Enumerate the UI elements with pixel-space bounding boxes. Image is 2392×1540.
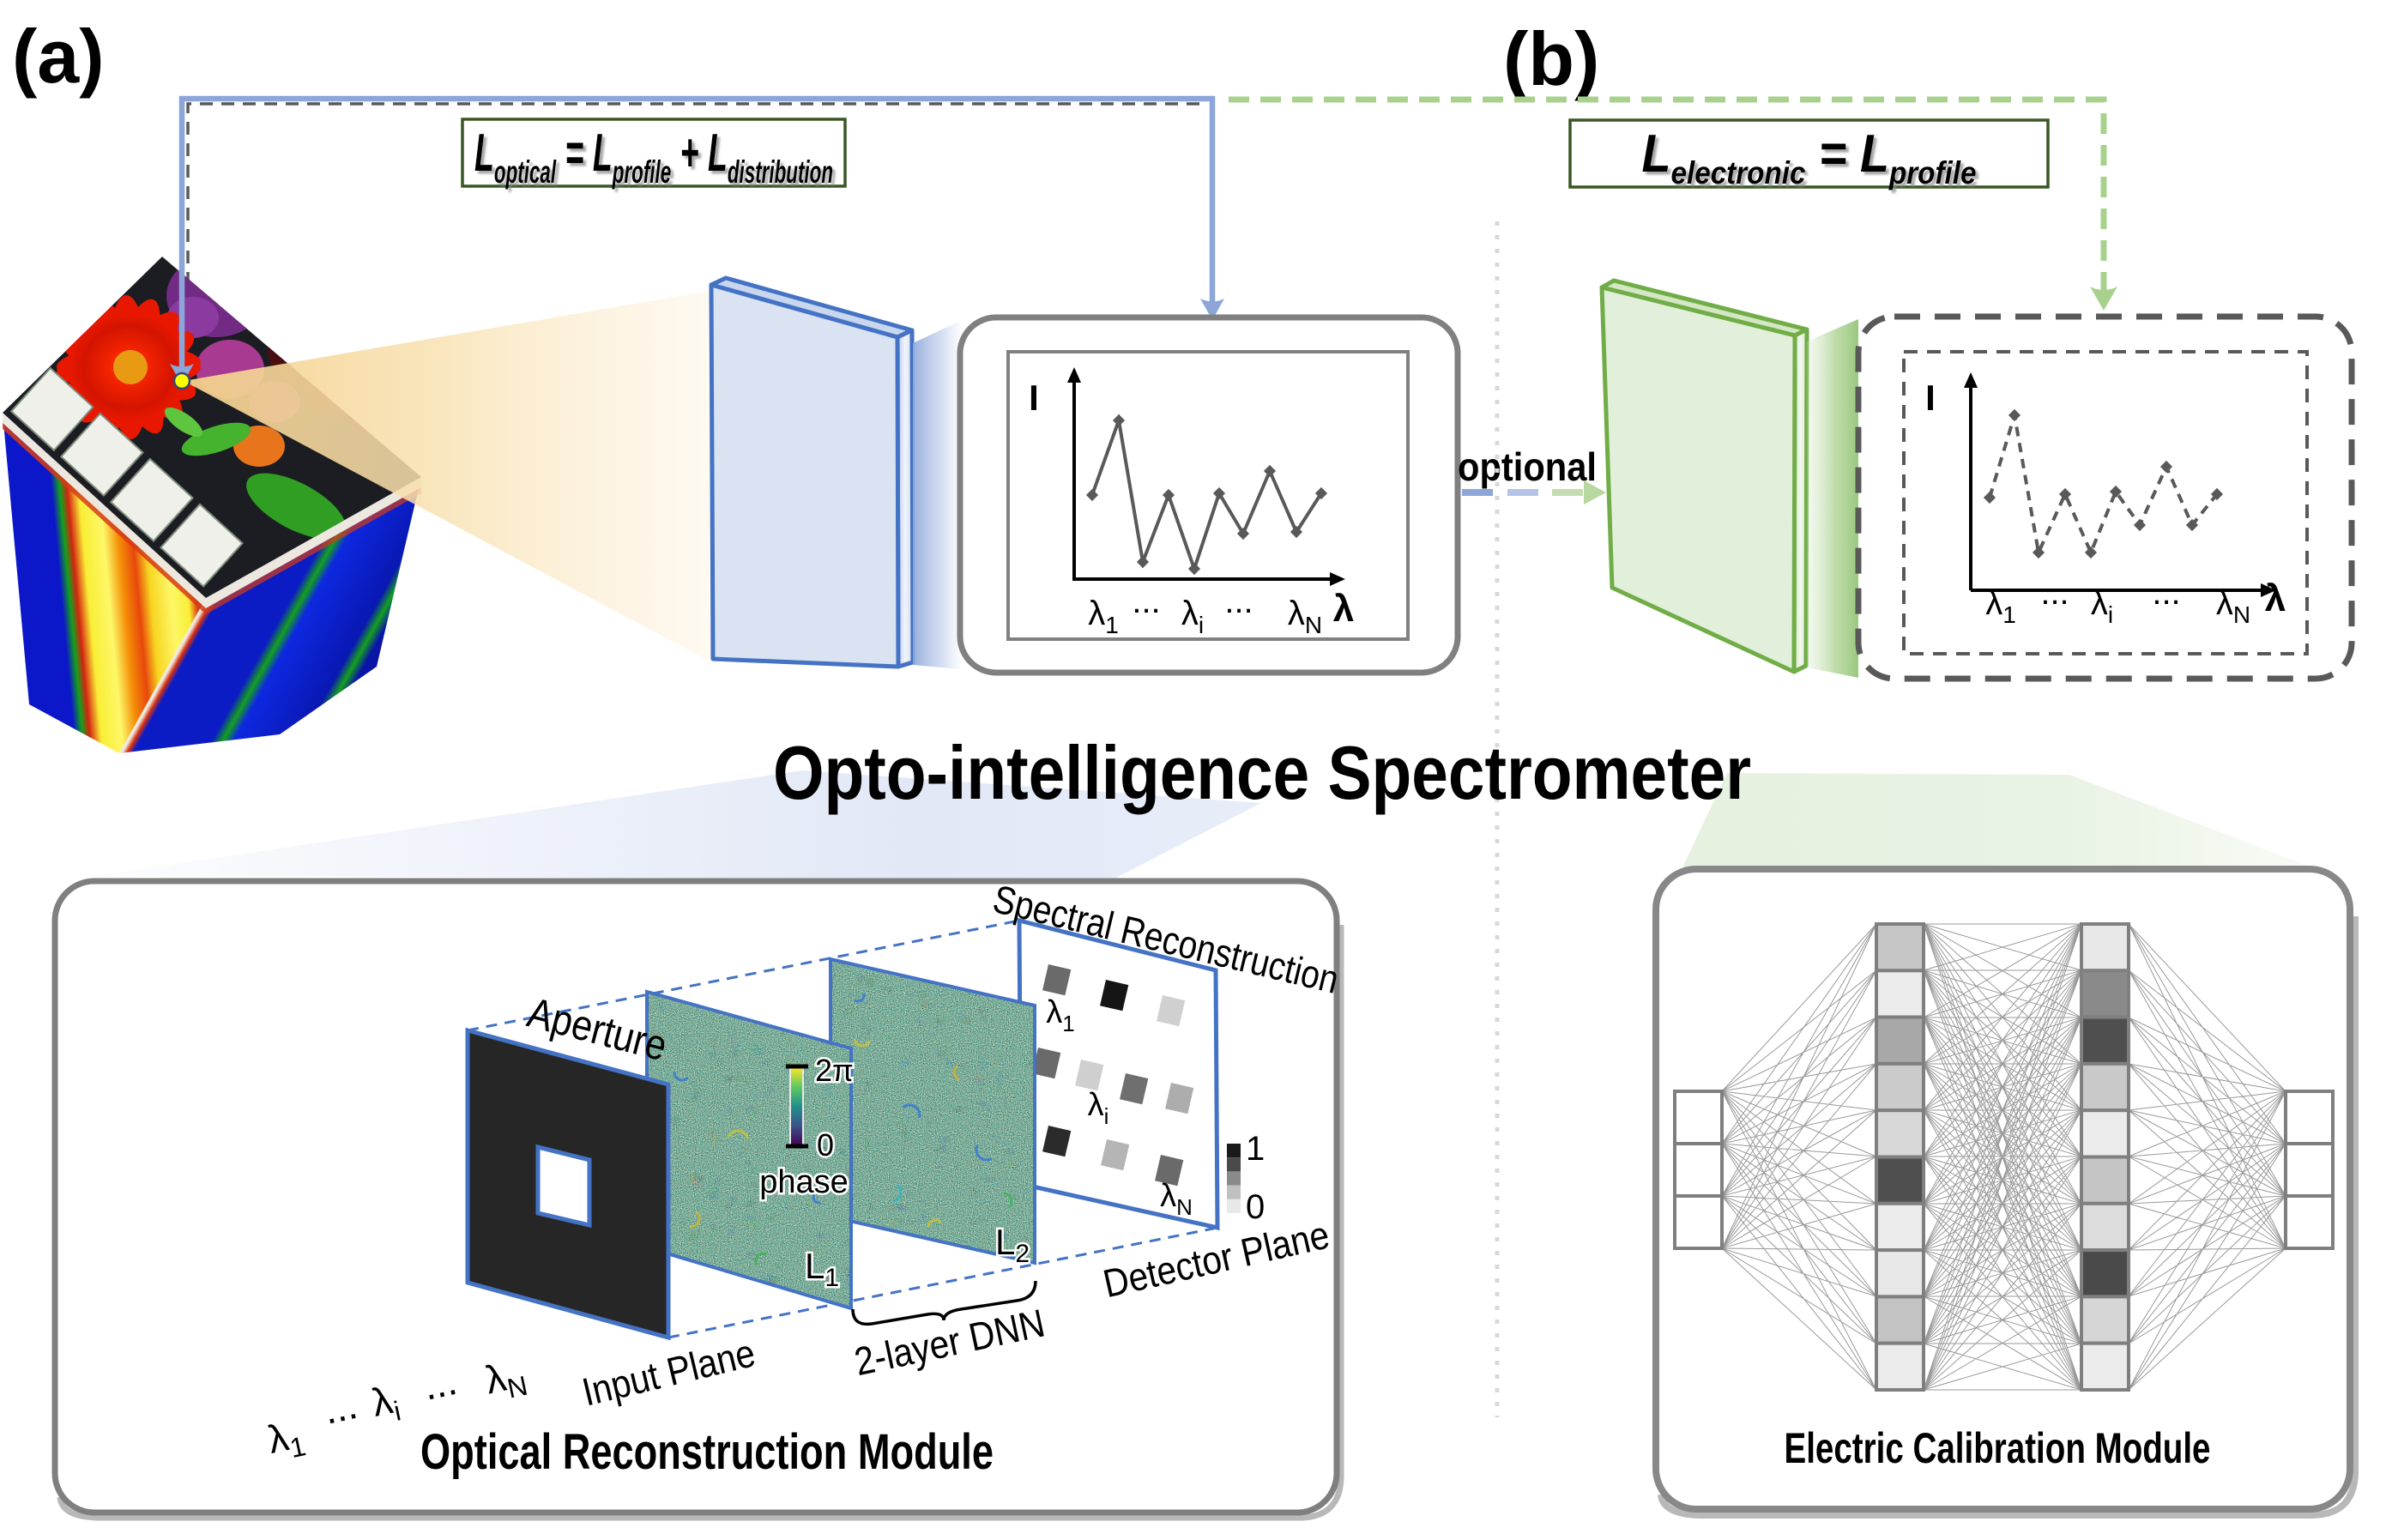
svg-text:0: 0 bbox=[817, 1127, 834, 1163]
svg-text:I: I bbox=[1925, 377, 1936, 418]
svg-text:...: ... bbox=[2040, 574, 2069, 612]
svg-text:optional: optional bbox=[1458, 444, 1597, 489]
svg-text:(a): (a) bbox=[12, 14, 105, 99]
svg-text:phase: phase bbox=[759, 1164, 849, 1200]
svg-text:L2: L2 bbox=[995, 1222, 1030, 1268]
svg-text:Opto-intelligence Spectrometer: Opto-intelligence Spectrometer bbox=[773, 730, 1751, 815]
svg-text:(b): (b) bbox=[1503, 16, 1599, 101]
svg-text:λ1: λ1 bbox=[1985, 584, 2016, 628]
svg-text:Optical Reconstruction Module: Optical Reconstruction Module bbox=[420, 1424, 994, 1480]
svg-text:λ1: λ1 bbox=[1046, 994, 1074, 1036]
svg-text:L1: L1 bbox=[805, 1246, 839, 1292]
svg-text:I: I bbox=[1029, 377, 1039, 418]
svg-text:0: 0 bbox=[1246, 1188, 1265, 1226]
svg-text:λN: λN bbox=[1160, 1178, 1193, 1220]
svg-text:...: ... bbox=[1132, 583, 1160, 620]
svg-text:...: ... bbox=[2152, 574, 2180, 612]
svg-text:Lelectronic = Lprofile: Lelectronic = Lprofile bbox=[1642, 124, 1977, 190]
svg-text:λ: λ bbox=[1333, 588, 1354, 630]
svg-text:λN: λN bbox=[1288, 595, 1322, 638]
svg-text:λi: λi bbox=[1088, 1087, 1109, 1129]
svg-text:λi: λi bbox=[2091, 584, 2113, 628]
svg-text:λN: λN bbox=[2216, 584, 2250, 628]
svg-text:Electric Calibration Module: Electric Calibration Module bbox=[1785, 1424, 2211, 1472]
svg-text:1: 1 bbox=[1246, 1130, 1265, 1168]
svg-text:...: ... bbox=[1224, 583, 1253, 620]
svg-text:λ: λ bbox=[2265, 577, 2286, 619]
svg-text:λi: λi bbox=[1181, 595, 1204, 638]
svg-text:Loptical = Lprofile + Ldistrib: Loptical = Lprofile + Ldistribution bbox=[474, 124, 833, 190]
svg-text:λ1: λ1 bbox=[1088, 595, 1119, 638]
svg-text:2π: 2π bbox=[815, 1053, 854, 1088]
